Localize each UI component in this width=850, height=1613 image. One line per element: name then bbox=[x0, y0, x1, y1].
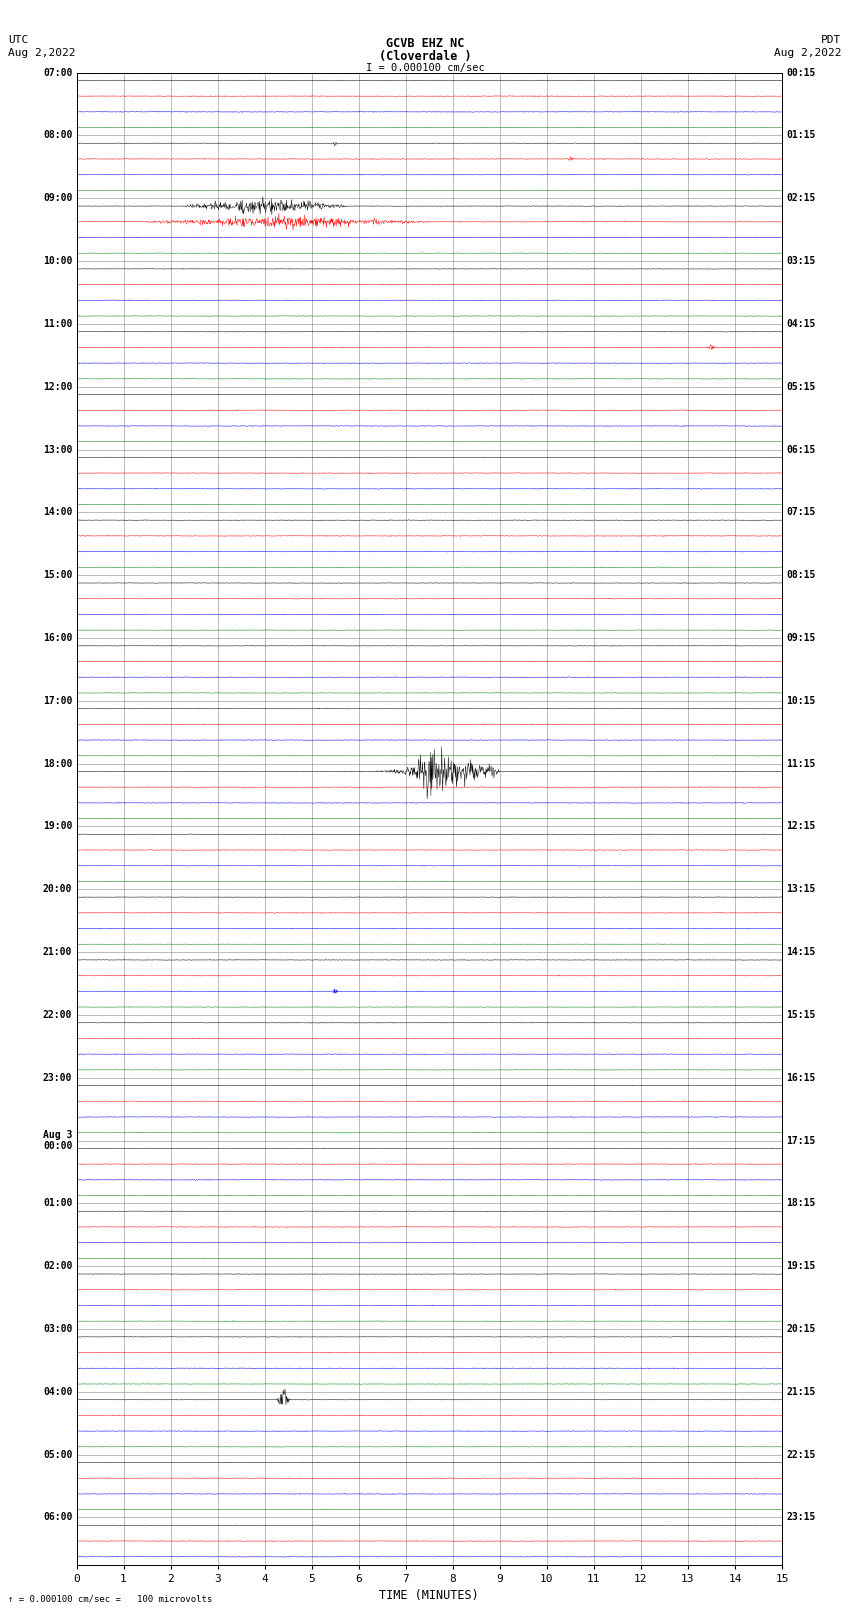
Text: 17:00: 17:00 bbox=[42, 695, 72, 706]
Text: 19:00: 19:00 bbox=[42, 821, 72, 831]
Text: 11:15: 11:15 bbox=[786, 758, 816, 769]
Text: 09:00: 09:00 bbox=[42, 194, 72, 203]
Text: 19:15: 19:15 bbox=[786, 1261, 816, 1271]
Text: 21:00: 21:00 bbox=[42, 947, 72, 957]
Text: ↑ = 0.000100 cm/sec =   100 microvolts: ↑ = 0.000100 cm/sec = 100 microvolts bbox=[8, 1594, 212, 1603]
Text: 12:15: 12:15 bbox=[786, 821, 816, 831]
Text: PDT: PDT bbox=[821, 35, 842, 45]
Text: 20:15: 20:15 bbox=[786, 1324, 816, 1334]
Text: 16:15: 16:15 bbox=[786, 1073, 816, 1082]
Text: 15:00: 15:00 bbox=[42, 569, 72, 581]
Text: (Cloverdale ): (Cloverdale ) bbox=[379, 50, 471, 63]
Text: 05:15: 05:15 bbox=[786, 382, 816, 392]
Text: I = 0.000100 cm/sec: I = 0.000100 cm/sec bbox=[366, 63, 484, 73]
Text: Aug 2,2022: Aug 2,2022 bbox=[774, 48, 842, 58]
X-axis label: TIME (MINUTES): TIME (MINUTES) bbox=[379, 1589, 479, 1602]
Text: 18:00: 18:00 bbox=[42, 758, 72, 769]
Text: 18:15: 18:15 bbox=[786, 1198, 816, 1208]
Text: 02:15: 02:15 bbox=[786, 194, 816, 203]
Text: 06:15: 06:15 bbox=[786, 445, 816, 455]
Text: 13:15: 13:15 bbox=[786, 884, 816, 894]
Text: 22:15: 22:15 bbox=[786, 1450, 816, 1460]
Text: 03:15: 03:15 bbox=[786, 256, 816, 266]
Text: 02:00: 02:00 bbox=[42, 1261, 72, 1271]
Text: 15:15: 15:15 bbox=[786, 1010, 816, 1019]
Text: 23:00: 23:00 bbox=[42, 1073, 72, 1082]
Text: 17:15: 17:15 bbox=[786, 1136, 816, 1145]
Text: 08:00: 08:00 bbox=[42, 131, 72, 140]
Text: 10:15: 10:15 bbox=[786, 695, 816, 706]
Text: 03:00: 03:00 bbox=[42, 1324, 72, 1334]
Text: GCVB EHZ NC: GCVB EHZ NC bbox=[386, 37, 464, 50]
Text: 01:15: 01:15 bbox=[786, 131, 816, 140]
Text: 12:00: 12:00 bbox=[42, 382, 72, 392]
Text: 06:00: 06:00 bbox=[42, 1513, 72, 1523]
Text: UTC: UTC bbox=[8, 35, 29, 45]
Text: 22:00: 22:00 bbox=[42, 1010, 72, 1019]
Text: 13:00: 13:00 bbox=[42, 445, 72, 455]
Text: 16:00: 16:00 bbox=[42, 632, 72, 644]
Text: 04:15: 04:15 bbox=[786, 319, 816, 329]
Text: Aug 3
00:00: Aug 3 00:00 bbox=[42, 1129, 72, 1152]
Text: 01:00: 01:00 bbox=[42, 1198, 72, 1208]
Text: Aug 2,2022: Aug 2,2022 bbox=[8, 48, 76, 58]
Text: 11:00: 11:00 bbox=[42, 319, 72, 329]
Text: 14:00: 14:00 bbox=[42, 508, 72, 518]
Text: 00:15: 00:15 bbox=[786, 68, 816, 77]
Text: 10:00: 10:00 bbox=[42, 256, 72, 266]
Text: 09:15: 09:15 bbox=[786, 632, 816, 644]
Text: 21:15: 21:15 bbox=[786, 1387, 816, 1397]
Text: 04:00: 04:00 bbox=[42, 1387, 72, 1397]
Text: 08:15: 08:15 bbox=[786, 569, 816, 581]
Text: 14:15: 14:15 bbox=[786, 947, 816, 957]
Text: 07:00: 07:00 bbox=[42, 68, 72, 77]
Text: 23:15: 23:15 bbox=[786, 1513, 816, 1523]
Text: 20:00: 20:00 bbox=[42, 884, 72, 894]
Text: 07:15: 07:15 bbox=[786, 508, 816, 518]
Text: 05:00: 05:00 bbox=[42, 1450, 72, 1460]
